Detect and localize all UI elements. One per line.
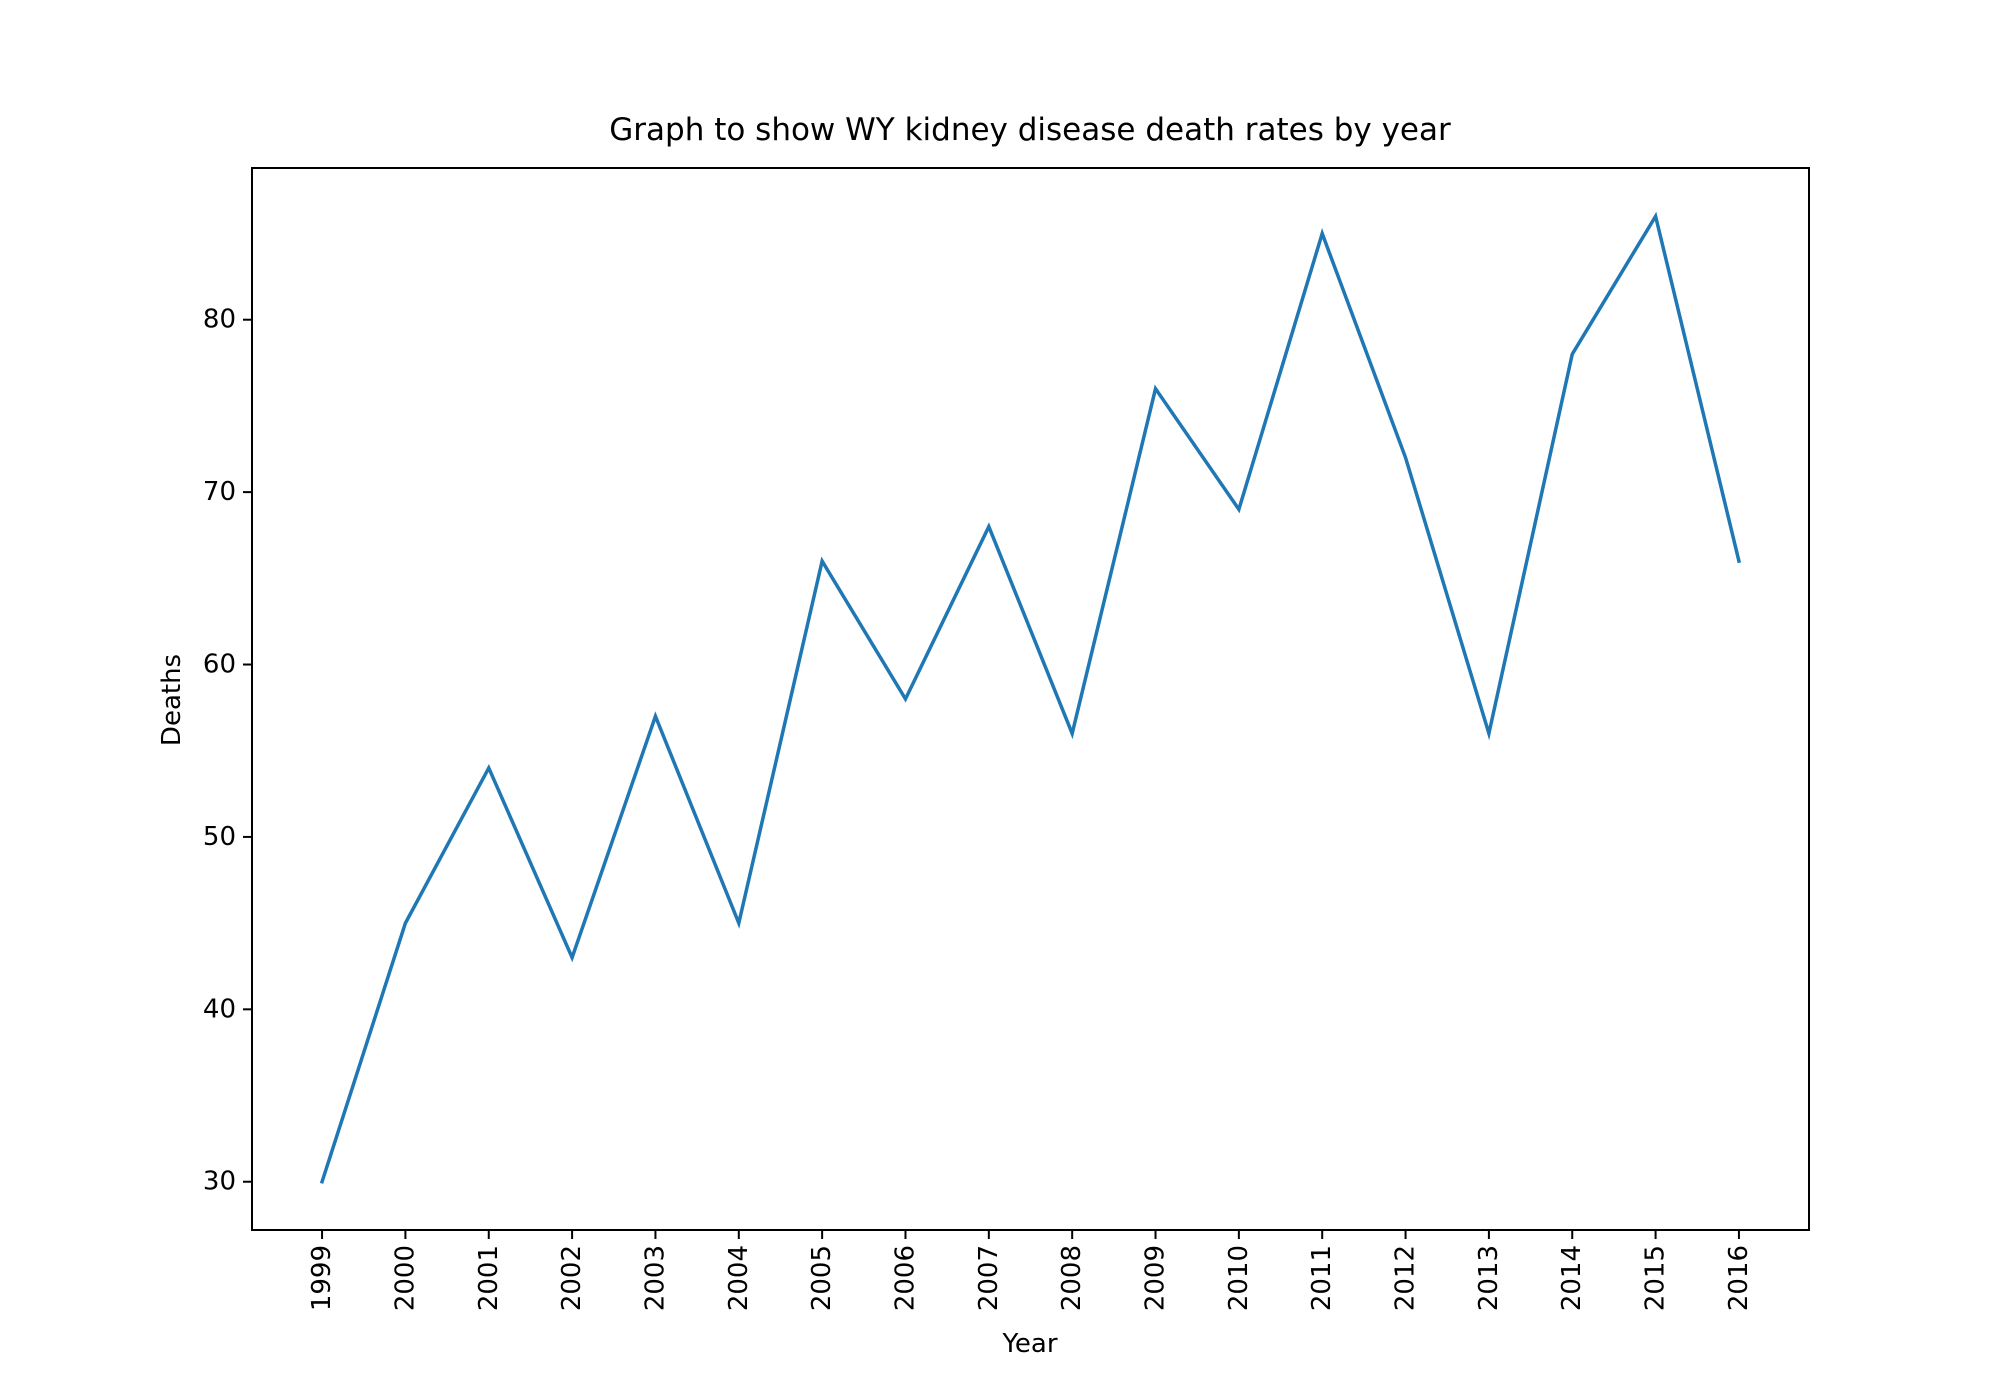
plot-frame: [251, 167, 1810, 1231]
x-tick-label: 2014: [1557, 1245, 1587, 1311]
y-tick-label: 30: [203, 1167, 236, 1197]
y-tick-label: 80: [203, 305, 236, 335]
x-tick-label: 1999: [307, 1245, 337, 1311]
x-tick-label: 2004: [724, 1245, 754, 1311]
chart-title: Graph to show WY kidney disease death ra…: [609, 112, 1451, 148]
x-tick-label: 2007: [974, 1245, 1004, 1311]
x-tick-label: 2008: [1057, 1245, 1087, 1311]
y-tick-label: 50: [203, 822, 236, 852]
x-tick-label: 2002: [557, 1245, 587, 1311]
x-tick-label: 2015: [1641, 1245, 1671, 1311]
x-tick-label: 2001: [474, 1245, 504, 1311]
x-tick-label: 2012: [1391, 1245, 1421, 1311]
x-axis-label: Year: [1001, 1329, 1057, 1359]
x-tick-label: 2006: [890, 1245, 920, 1311]
y-tick-label: 60: [203, 650, 236, 680]
x-tick-label: 2000: [390, 1245, 420, 1311]
y-axis: 30 40 50 60 70 80: [203, 305, 252, 1197]
x-tick-label: 2005: [807, 1245, 837, 1311]
x-tick-label: 2011: [1307, 1245, 1337, 1311]
x-tick-label: 2016: [1724, 1245, 1754, 1311]
x-tick-label: 2009: [1141, 1245, 1171, 1311]
series-line: [319, 211, 1742, 1184]
x-tick-label: 2010: [1224, 1245, 1254, 1311]
y-tick-label: 40: [203, 994, 236, 1024]
x-tick-label: 2013: [1474, 1245, 1504, 1311]
y-axis-label: Deaths: [157, 654, 187, 746]
plot-area: [319, 211, 1742, 1184]
x-tick-label: 2003: [640, 1245, 670, 1311]
y-tick-label: 70: [203, 477, 236, 507]
x-axis: 1999 2000 2001 2002 2003 2004 2005 2006 2007 2008…: [307, 1230, 1754, 1311]
